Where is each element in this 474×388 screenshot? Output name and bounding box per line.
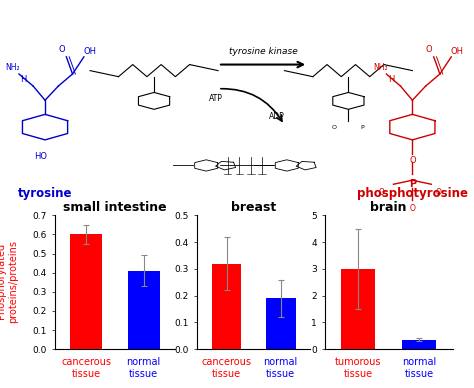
Text: P: P bbox=[409, 179, 416, 189]
Text: ATP: ATP bbox=[209, 94, 223, 103]
Text: NH₂: NH₂ bbox=[6, 63, 20, 72]
Text: ADP: ADP bbox=[269, 112, 285, 121]
Title: breast: breast bbox=[231, 201, 276, 214]
Title: brain: brain bbox=[370, 201, 407, 214]
Text: O: O bbox=[58, 45, 65, 54]
Text: O: O bbox=[409, 156, 416, 165]
Text: OH: OH bbox=[451, 47, 464, 56]
Text: cancerous
tissue: cancerous tissue bbox=[61, 357, 111, 379]
Text: normal
tissue: normal tissue bbox=[402, 357, 436, 379]
Bar bbox=[128, 271, 160, 349]
Text: O: O bbox=[410, 204, 415, 213]
Text: tyrosine: tyrosine bbox=[18, 187, 72, 200]
Text: P: P bbox=[361, 125, 365, 130]
Bar bbox=[211, 263, 241, 349]
Text: O⁻: O⁻ bbox=[379, 188, 389, 197]
Text: HO: HO bbox=[34, 152, 47, 161]
Text: normal
tissue: normal tissue bbox=[127, 357, 161, 379]
Title: small intestine: small intestine bbox=[63, 201, 167, 214]
Bar bbox=[402, 340, 436, 349]
Text: normal
tissue: normal tissue bbox=[264, 357, 298, 379]
Bar bbox=[70, 234, 102, 349]
Bar bbox=[266, 298, 296, 349]
Text: H: H bbox=[20, 75, 27, 84]
Bar bbox=[341, 269, 375, 349]
Text: O: O bbox=[332, 125, 337, 130]
Text: cancerous
tissue: cancerous tissue bbox=[201, 357, 252, 379]
Text: tyrosine kinase: tyrosine kinase bbox=[228, 47, 298, 57]
Text: tumorous
tissue: tumorous tissue bbox=[335, 357, 382, 379]
Text: phosphotyrosine: phosphotyrosine bbox=[357, 187, 468, 200]
Text: O: O bbox=[426, 45, 432, 54]
Text: NH₂: NH₂ bbox=[373, 63, 387, 72]
Text: H: H bbox=[388, 75, 394, 84]
Text: O⁻: O⁻ bbox=[436, 188, 446, 197]
Text: OH: OH bbox=[83, 47, 97, 56]
Text: Phosphorylated
proteins/proteins: Phosphorylated proteins/proteins bbox=[0, 240, 18, 323]
